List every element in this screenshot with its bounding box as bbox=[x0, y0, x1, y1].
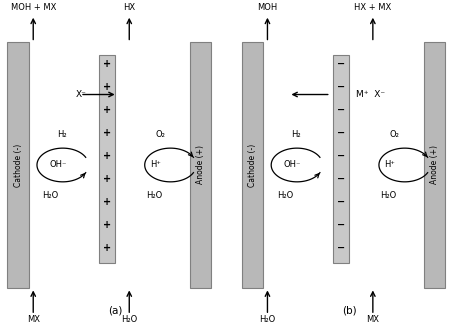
Text: −: − bbox=[337, 105, 345, 115]
Text: OH⁻: OH⁻ bbox=[50, 160, 67, 170]
Text: Anode (+): Anode (+) bbox=[196, 145, 205, 185]
Text: −: − bbox=[337, 82, 345, 92]
Bar bbox=[190, 42, 211, 288]
Text: +: + bbox=[103, 243, 111, 253]
Text: H⁺: H⁺ bbox=[150, 160, 161, 170]
Text: +: + bbox=[103, 82, 111, 92]
Text: M⁺  X⁻: M⁺ X⁻ bbox=[356, 90, 385, 99]
Text: H₂: H₂ bbox=[57, 130, 66, 139]
Text: OH⁻: OH⁻ bbox=[284, 160, 301, 170]
Text: MOH + MX: MOH + MX bbox=[10, 3, 56, 12]
Text: H₂O: H₂O bbox=[259, 315, 275, 324]
Bar bbox=[242, 42, 263, 288]
Text: +: + bbox=[103, 174, 111, 184]
Text: H⁺: H⁺ bbox=[384, 160, 395, 170]
Text: H₂O: H₂O bbox=[121, 315, 137, 324]
Text: +: + bbox=[103, 151, 111, 161]
Text: −: − bbox=[337, 59, 345, 69]
Text: HX: HX bbox=[123, 3, 135, 12]
Bar bbox=[424, 42, 446, 288]
Text: −: − bbox=[337, 174, 345, 184]
Text: X⁻: X⁻ bbox=[75, 90, 86, 99]
Text: +: + bbox=[103, 105, 111, 115]
Bar bbox=[99, 55, 115, 263]
Text: O₂: O₂ bbox=[155, 130, 165, 139]
Text: HX + MX: HX + MX bbox=[354, 3, 392, 12]
Text: MOH: MOH bbox=[257, 3, 278, 12]
Text: +: + bbox=[103, 197, 111, 207]
Text: −: − bbox=[337, 128, 345, 138]
Text: +: + bbox=[103, 59, 111, 69]
Text: +: + bbox=[103, 220, 111, 230]
Text: H₂: H₂ bbox=[291, 130, 301, 139]
Text: O₂: O₂ bbox=[389, 130, 399, 139]
Text: MX: MX bbox=[366, 315, 379, 324]
Text: H₂O: H₂O bbox=[146, 191, 162, 200]
Text: Cathode (-): Cathode (-) bbox=[13, 143, 22, 186]
Text: −: − bbox=[337, 220, 345, 230]
Text: −: − bbox=[337, 197, 345, 207]
Text: H₂O: H₂O bbox=[277, 191, 293, 200]
Text: (a): (a) bbox=[108, 305, 122, 315]
Text: (b): (b) bbox=[342, 305, 357, 315]
Bar bbox=[8, 42, 28, 288]
Text: H₂O: H₂O bbox=[43, 191, 59, 200]
Text: Anode (+): Anode (+) bbox=[430, 145, 439, 185]
Text: H₂O: H₂O bbox=[380, 191, 396, 200]
Bar bbox=[333, 55, 349, 263]
Text: +: + bbox=[103, 128, 111, 138]
Text: MX: MX bbox=[27, 315, 40, 324]
Text: −: − bbox=[337, 151, 345, 161]
Text: Cathode (-): Cathode (-) bbox=[248, 143, 257, 186]
Text: −: − bbox=[337, 243, 345, 253]
